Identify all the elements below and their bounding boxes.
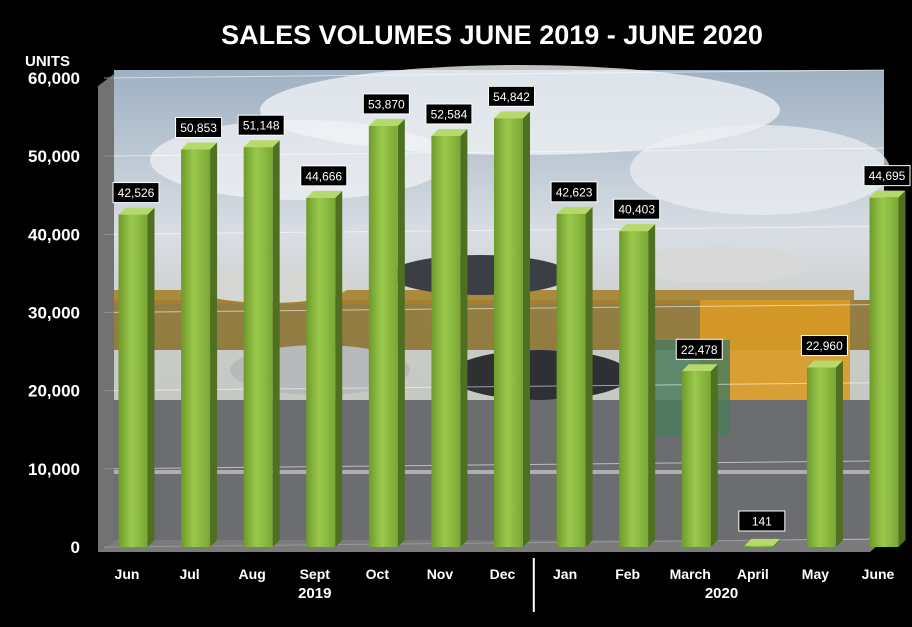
bar — [556, 213, 586, 548]
data-label-box — [175, 116, 223, 138]
data-label-box — [112, 182, 160, 204]
bar-top — [181, 142, 218, 150]
data-label-box — [300, 165, 348, 187]
x-tick-label: Oct — [366, 566, 390, 582]
data-label-box — [237, 114, 285, 136]
y-tick-label: 0 — [71, 538, 80, 557]
bar — [181, 149, 211, 547]
bar — [744, 545, 774, 547]
bar — [431, 135, 461, 548]
y-tick-label: 50,000 — [28, 147, 80, 166]
y-axis-wall — [98, 74, 114, 552]
bar-top — [806, 360, 843, 368]
x-tick-label: Jul — [179, 566, 199, 582]
x-tick-label: March — [670, 566, 711, 582]
data-label: 141 — [752, 515, 772, 529]
y-tick-label: 30,000 — [28, 304, 80, 323]
bar — [306, 197, 336, 547]
bar-side — [710, 364, 718, 547]
bar-top — [744, 538, 781, 546]
x-tick-label: Dec — [490, 566, 516, 582]
data-label: 53,870 — [368, 97, 405, 111]
bar-top — [869, 190, 906, 198]
x-tick-label: May — [802, 566, 829, 582]
x-tick-label: Feb — [615, 566, 640, 582]
x-tick-label: Nov — [427, 566, 454, 582]
x-tick-label: Sept — [300, 566, 331, 582]
y-tick-labels: 0 10,000 20,000 30,000 40,000 50,000 60,000 — [28, 69, 80, 557]
data-label-box — [800, 335, 848, 357]
year-group-label: 2020 — [705, 585, 738, 602]
y-tick-label: 20,000 — [28, 382, 80, 401]
bar-top — [494, 111, 530, 119]
data-label: 42,623 — [556, 185, 593, 199]
bar-top — [306, 190, 343, 198]
bar-top — [431, 128, 468, 136]
bar-side — [397, 118, 405, 547]
data-label: 40,403 — [618, 203, 655, 217]
bar-side — [773, 538, 781, 547]
x-tick-label: Aug — [239, 566, 266, 582]
data-label: 52,584 — [431, 107, 468, 121]
bar-side — [523, 111, 530, 548]
data-label: 50,853 — [180, 121, 217, 135]
data-labels: 42,526 50,853 51,148 44,666 53,870 52,584 54,8… — [112, 85, 911, 532]
y-tick-label: 10,000 — [28, 460, 80, 479]
bar — [243, 147, 273, 548]
bar-top — [368, 118, 405, 126]
y-tick-label: 40,000 — [28, 225, 80, 244]
x-tick-label: June — [862, 566, 895, 582]
bar — [619, 231, 649, 547]
data-label-box — [362, 93, 410, 115]
bar — [869, 197, 899, 547]
data-label-box — [863, 165, 911, 187]
bar-top — [556, 206, 593, 214]
bar-top — [681, 364, 718, 372]
bar-side — [460, 128, 468, 548]
bar — [806, 367, 836, 547]
data-label: 51,148 — [243, 119, 280, 133]
x-tick-label: April — [737, 566, 769, 582]
data-label: 54,842 — [493, 90, 530, 104]
data-label: 22,960 — [806, 339, 843, 353]
bar — [368, 125, 398, 547]
y-axis-label: UNITS — [25, 53, 70, 70]
bar-side — [648, 224, 656, 547]
data-label: 44,695 — [869, 169, 906, 183]
data-label-box — [550, 181, 598, 203]
data-label-box — [425, 103, 473, 125]
bar — [494, 118, 523, 548]
x-tick-labels: Jun Jul Aug Sept Oct Nov Dec Jan Feb March April Ma… — [115, 566, 895, 582]
gridline — [103, 69, 885, 79]
x-tick-label: Jun — [115, 566, 140, 582]
bar-side — [335, 190, 343, 547]
y-tick-label: 60,000 — [28, 69, 80, 88]
data-label: 22,478 — [681, 343, 718, 357]
chart-title: SALES VOLUMES JUNE 2019 - JUNE 2020 — [221, 20, 763, 50]
data-label-box — [613, 198, 661, 220]
bar — [118, 214, 148, 547]
bar-top — [243, 140, 280, 148]
data-label: 42,526 — [118, 186, 155, 200]
year-group-label: 2019 — [298, 585, 331, 602]
bar-side — [272, 140, 280, 548]
bar-side — [147, 207, 155, 547]
bar-top — [619, 224, 656, 232]
data-label: 44,666 — [305, 169, 342, 183]
bar-top — [118, 207, 155, 215]
bar — [681, 371, 711, 547]
data-label-box — [488, 85, 535, 107]
data-label-box — [738, 510, 786, 532]
bar-side — [835, 360, 843, 547]
bar-side — [210, 142, 218, 547]
year-group-labels: 2019 2020 — [298, 558, 738, 612]
x-tick-label: Jan — [553, 566, 577, 582]
bars — [118, 111, 906, 548]
bar-side — [898, 190, 906, 547]
data-label-box — [675, 338, 723, 360]
bar-side — [585, 206, 593, 548]
